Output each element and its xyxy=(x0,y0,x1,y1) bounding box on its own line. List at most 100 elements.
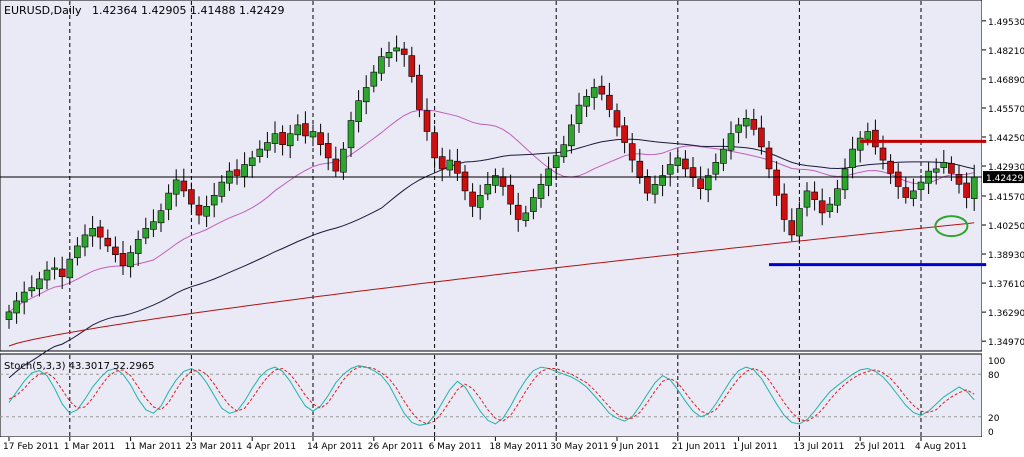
ma-short-line xyxy=(8,109,975,313)
candle-body xyxy=(454,160,461,174)
price-tick-label: 1.46890 xyxy=(988,76,1024,86)
candle-body xyxy=(575,104,583,124)
candle-body xyxy=(127,252,134,268)
candle-body xyxy=(697,178,704,190)
candle-body xyxy=(66,258,74,279)
time-tick-label: 1 Mar 2011 xyxy=(64,442,115,452)
candle-body xyxy=(742,118,750,127)
time-tick-label: 13 Jul 2011 xyxy=(793,442,844,452)
ohlc-label: 1.42364 1.42905 1.41488 1.42429 xyxy=(92,4,284,17)
candle-body xyxy=(910,190,917,199)
candle-body xyxy=(469,191,476,207)
price-tick-label: 1.42930 xyxy=(988,163,1024,173)
candle-body xyxy=(157,210,165,224)
candle-body xyxy=(286,133,294,147)
annotations xyxy=(0,139,987,267)
time-tick-label: 11 Mar 2011 xyxy=(125,442,182,452)
candle-body xyxy=(849,148,856,168)
candle-body xyxy=(955,174,963,185)
candle-body xyxy=(400,48,408,55)
candle-body xyxy=(704,175,712,191)
candle-body xyxy=(666,164,674,175)
candle-body xyxy=(96,226,104,238)
candle-body xyxy=(522,212,530,221)
candle-body xyxy=(188,189,195,205)
ma-long-line xyxy=(8,222,975,347)
candle-body xyxy=(917,181,925,190)
candle-body xyxy=(195,204,203,216)
candle-body xyxy=(598,85,606,95)
candle-body xyxy=(134,239,142,254)
candle-body xyxy=(750,119,758,130)
candle-body xyxy=(552,155,560,168)
candle-body xyxy=(788,220,796,236)
candle-body xyxy=(606,94,613,110)
candle-body xyxy=(484,184,492,195)
price-scale-bg xyxy=(982,0,1024,437)
candle-body xyxy=(841,168,849,191)
candle-body xyxy=(492,175,499,186)
candle-body xyxy=(476,195,484,208)
candle-body xyxy=(530,197,537,212)
candle-body xyxy=(20,291,28,303)
time-tick-label: 1 Jul 2011 xyxy=(733,442,778,452)
current-price-badge xyxy=(983,171,1024,184)
candle-body xyxy=(765,147,773,170)
candle-body xyxy=(796,208,803,237)
stoch-level-label: 100 xyxy=(988,357,1005,367)
candle-body xyxy=(803,190,811,208)
price-tick-label: 1.37610 xyxy=(988,280,1024,290)
candle-body xyxy=(332,158,340,172)
candle-body xyxy=(218,181,226,197)
time-tick-label: 25 Jul 2011 xyxy=(854,442,905,452)
price-tick-label: 1.40250 xyxy=(988,222,1024,232)
stochastic-lines xyxy=(8,365,975,426)
candle-body xyxy=(780,193,788,220)
candle-body xyxy=(13,300,20,314)
candle-body xyxy=(826,203,834,212)
candle-body xyxy=(712,162,720,175)
candle-body xyxy=(89,228,96,237)
candles xyxy=(5,35,978,329)
candle-body xyxy=(385,51,393,59)
candle-body xyxy=(872,129,879,148)
candle-body xyxy=(636,160,644,178)
time-tick-label: 17 Feb 2011 xyxy=(3,442,59,452)
price-tick-label: 1.49530 xyxy=(988,18,1024,28)
candle-body xyxy=(689,167,697,179)
price-tick-label: 1.45570 xyxy=(988,105,1024,115)
price-tick-label: 1.34970 xyxy=(988,338,1024,348)
time-axis: 17 Feb 2011 1 Mar 2011 11 Mar 2011 23 Mar 2… xyxy=(3,437,967,452)
time-tick-label: 6 May 2011 xyxy=(429,442,482,452)
candle-body xyxy=(203,206,210,217)
time-tick-label: 23 Mar 2011 xyxy=(185,442,242,452)
candle-body xyxy=(104,237,112,247)
candle-body xyxy=(324,143,332,159)
candle-body xyxy=(370,71,378,87)
time-tick-label: 26 Apr 2011 xyxy=(368,442,424,452)
symbol-label: EURUSD,Daily xyxy=(4,4,82,17)
stoch-level-label: 20 xyxy=(988,414,1000,424)
price-tick-label: 1.41570 xyxy=(988,193,1024,203)
candle-body xyxy=(36,278,43,290)
candle-body xyxy=(894,171,902,187)
candle-body xyxy=(256,148,264,157)
candle-body xyxy=(659,175,666,186)
candle-body xyxy=(5,311,13,320)
stoch-level-label: 0 xyxy=(988,428,994,438)
candle-body xyxy=(758,127,765,148)
stoch-level-label: 80 xyxy=(988,371,1000,381)
candle-body xyxy=(438,156,446,170)
candle-body xyxy=(28,287,36,292)
candle-body xyxy=(279,132,286,146)
candle-body xyxy=(932,168,940,173)
current-price-label: 1.42429 xyxy=(986,174,1023,184)
candle-body xyxy=(172,179,180,195)
candle-body xyxy=(948,163,955,174)
candle-body xyxy=(355,100,362,122)
time-tick-label: 18 May 2011 xyxy=(489,442,548,452)
candle-body xyxy=(621,125,628,143)
candle-body xyxy=(583,96,590,107)
